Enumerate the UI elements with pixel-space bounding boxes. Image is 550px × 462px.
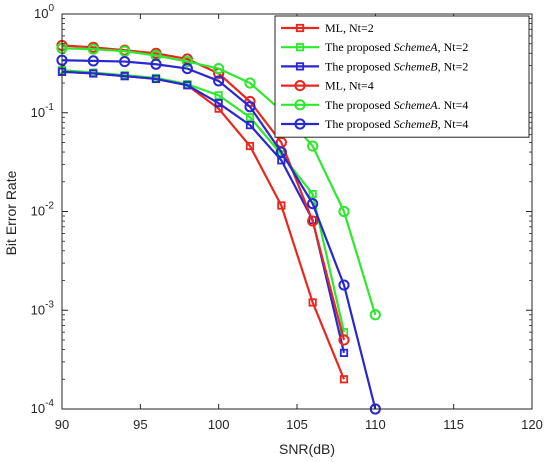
- x-tick-label: 110: [365, 417, 386, 432]
- legend-label-part: The proposed: [325, 59, 394, 73]
- legend-box: [274, 15, 530, 138]
- legend-entry: The proposed SchemeB, Nt=2: [281, 59, 468, 73]
- data-point: [87, 43, 99, 55]
- data-point: [277, 201, 286, 210]
- data-point: [308, 298, 317, 307]
- legend-label: The proposed SchemeB, Nt=4: [325, 117, 468, 131]
- data-point: [244, 101, 256, 113]
- legend-entry: The proposed SchemeA, Nt=2: [281, 40, 468, 54]
- data-point: [181, 62, 193, 75]
- y-tick-base: 10: [31, 302, 45, 317]
- legend-marker: [295, 43, 305, 52]
- y-tick-base: 10: [31, 204, 45, 219]
- legend-label-part: The proposed: [325, 98, 394, 112]
- y-tick-exponent: -4: [45, 398, 54, 409]
- series-line: [61, 70, 346, 354]
- y-tick-exponent: -2: [45, 201, 54, 212]
- data-point: [119, 45, 131, 57]
- x-tick-label: 120: [521, 417, 543, 432]
- legend-label-part: , Nt=2: [438, 40, 469, 54]
- y-tick-exponent: 0: [48, 3, 54, 14]
- legend-label-part: ML, Nt=4: [325, 79, 374, 93]
- series-3: [57, 67, 349, 357]
- y-axis-label: Bit Error Rate: [3, 170, 19, 255]
- data-point: [183, 81, 192, 90]
- data-point: [307, 198, 319, 210]
- data-point: [338, 205, 350, 218]
- legend-entry: The proposed SchemeB, Nt=4: [281, 117, 468, 131]
- y-tick-base: 10: [31, 105, 45, 120]
- y-tick-label: 10-1: [31, 102, 55, 120]
- y-tick-label: 10-4: [31, 398, 55, 416]
- data-point: [150, 58, 162, 70]
- legend-entry: ML, Nt=4: [281, 79, 374, 93]
- legend-label-part: , Nt=2: [438, 59, 469, 73]
- legend-label-part: . Nt=4: [438, 98, 469, 112]
- legend-label-part: ML, Nt=2: [325, 21, 374, 35]
- data-point: [339, 375, 349, 384]
- data-point: [338, 334, 350, 346]
- series-line: [61, 44, 346, 341]
- legend-label-part: The proposed: [325, 117, 394, 131]
- legend-label-part: , Nt=4: [438, 117, 469, 131]
- data-point: [339, 348, 349, 357]
- data-point: [214, 104, 223, 113]
- legend-marker: [294, 99, 306, 111]
- legend-label: ML, Nt=2: [325, 21, 374, 35]
- data-point: [245, 120, 255, 130]
- y-tick-base: 10: [31, 401, 45, 416]
- series-line: [61, 47, 377, 316]
- data-point: [307, 215, 319, 227]
- series-line: [61, 59, 377, 410]
- data-point: [89, 69, 98, 78]
- y-tick-label: 10-3: [31, 299, 55, 317]
- data-point: [245, 113, 255, 122]
- data-point: [244, 77, 256, 89]
- y-tick-exponent: -3: [45, 299, 54, 310]
- legend-marker: [295, 23, 305, 33]
- x-tick-label: 100: [208, 417, 230, 432]
- legend-label: ML, Nt=4: [325, 79, 374, 93]
- legend-label: The proposed SchemeB, Nt=2: [325, 59, 468, 73]
- legend-label-part: SchemeA: [394, 98, 439, 112]
- data-point: [213, 62, 225, 75]
- data-point: [308, 190, 317, 199]
- data-point: [369, 309, 381, 321]
- data-point: [338, 279, 350, 291]
- x-axis-label: SNR(dB): [279, 441, 335, 457]
- legend-marker: [295, 62, 305, 71]
- data-point: [275, 146, 287, 158]
- y-tick-label: 100: [34, 3, 54, 21]
- x-tick-label: 105: [286, 417, 308, 432]
- data-point: [213, 75, 225, 87]
- data-point: [120, 72, 129, 81]
- legend-marker: [294, 118, 306, 130]
- legend-label-part: SchemeA: [394, 40, 439, 54]
- legend-entry: ML, Nt=2: [281, 21, 374, 35]
- legend-label: The proposed SchemeA. Nt=4: [325, 98, 468, 112]
- data-point: [214, 91, 223, 100]
- data-point: [119, 55, 131, 68]
- data-point: [151, 74, 161, 84]
- legend-label-part: The proposed: [325, 40, 394, 54]
- legend-label-part: SchemeB: [394, 59, 439, 73]
- legend-label-part: SchemeB: [394, 117, 439, 131]
- legend-entry: The proposed SchemeA. Nt=4: [281, 98, 468, 112]
- data-point: [245, 141, 255, 151]
- x-tick-label: 90: [55, 417, 69, 432]
- data-point: [307, 140, 319, 152]
- legend-label: The proposed SchemeA, Nt=2: [325, 40, 468, 54]
- data-point: [87, 55, 99, 67]
- data-point: [181, 55, 193, 68]
- y-tick-base: 10: [34, 6, 48, 21]
- x-tick-label: 95: [133, 417, 147, 432]
- data-point: [214, 99, 223, 108]
- legend-marker: [294, 80, 306, 92]
- y-tick-label: 10-2: [31, 201, 55, 219]
- x-tick-label: 115: [443, 417, 464, 432]
- y-tick-exponent: -1: [45, 102, 54, 113]
